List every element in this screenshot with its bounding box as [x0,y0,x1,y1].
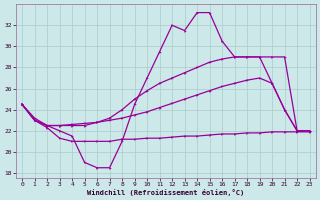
X-axis label: Windchill (Refroidissement éolien,°C): Windchill (Refroidissement éolien,°C) [87,189,244,196]
